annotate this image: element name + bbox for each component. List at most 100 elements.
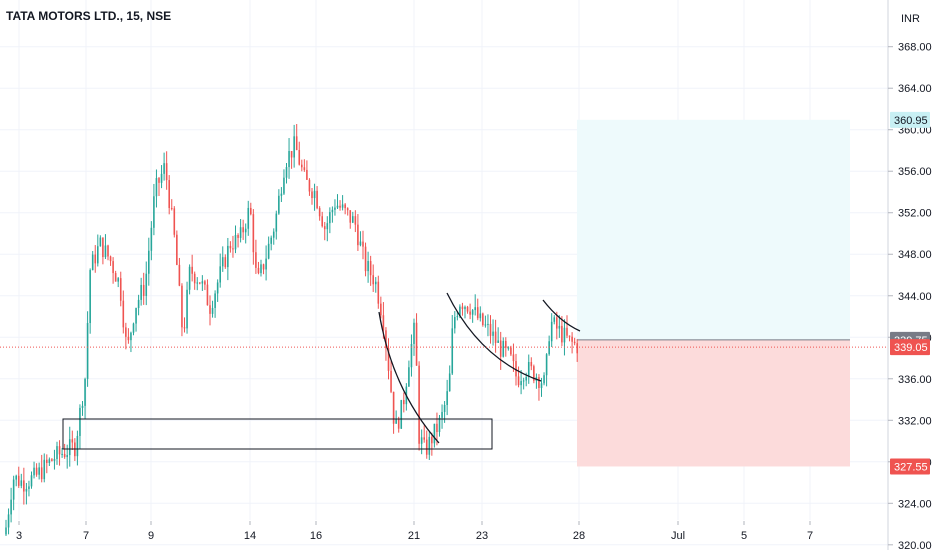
candle-body [527,362,530,377]
candle-body [502,340,505,357]
candle-body [224,257,227,268]
candle-body [102,237,104,258]
candle-body [7,514,10,528]
candle-body [443,404,446,412]
candle-body [385,330,387,348]
loss-zone[interactable] [577,339,850,467]
candle-body [441,411,443,418]
candle-body [497,340,499,343]
candle-body [311,191,313,199]
candle-body [153,196,155,228]
candle-body [17,475,20,486]
chart-drawings[interactable] [0,292,888,450]
candle-body [423,437,425,440]
candle-body [20,480,23,486]
candle-body [520,381,522,386]
candle-body [76,435,79,457]
chart-title: TATA MOTORS LTD., 15, NSE [6,9,171,23]
candle-body [474,307,476,311]
candle-body [122,300,125,328]
candle-body [163,163,165,174]
candle-body [517,376,520,386]
candle-body [313,190,316,199]
candle-body [247,207,250,229]
candle-body [369,261,372,276]
candle-body [275,213,278,232]
candle-body [242,227,244,233]
candle-body [43,459,46,480]
candle-body [119,278,122,301]
candle-body [99,237,102,247]
candle-body [270,237,272,244]
candle-body [107,245,109,257]
candle-body [425,439,428,455]
candle-body [464,306,466,310]
target-price-tag-label: 360.95 [894,115,928,127]
candle-body [321,216,323,227]
candle-body [308,179,311,192]
candle-body [278,195,280,214]
curve-drawing-3[interactable] [542,299,581,332]
candle-body [484,324,487,326]
candle-body [410,343,413,368]
y-tick-label: 364.00 [898,83,932,95]
candle-body [61,453,63,455]
candle-body [550,321,553,342]
position-zones[interactable] [577,119,850,467]
candle-body [158,178,160,183]
candle-body [466,306,469,312]
candle-body [51,459,53,461]
candle-body [267,243,270,259]
candle-body [188,266,191,290]
candle-body [364,246,367,272]
curve-drawing-1[interactable] [378,311,440,444]
candle-body [334,207,336,210]
candle-body [420,437,423,444]
candle-body [117,278,119,282]
time-axis[interactable]: 3 7 9 14 16 21 23 28 Jul 5 7 [16,521,813,542]
support-rectangle[interactable] [62,418,493,450]
candle-body [140,284,142,300]
candle-body [489,323,492,336]
candle-body [576,343,578,354]
candle-body [56,446,58,459]
candle-body [476,307,479,319]
candle-body [280,193,283,196]
candle-body [329,212,331,224]
x-tick-label: 21 [408,530,420,542]
last-price-tag-label: 339.05 [894,342,928,354]
candle-body [494,331,497,343]
candle-body [408,367,410,387]
candle-body [150,227,153,251]
candle-body [367,261,369,272]
candle-body [510,347,512,355]
candle-body [181,285,183,328]
x-tick-label: 5 [741,530,747,542]
x-tick-label: 7 [807,530,813,542]
candle-body [104,245,107,258]
profit-zone[interactable] [577,119,850,340]
candle-body [306,169,308,180]
candle-body [499,340,502,357]
candle-body [97,246,99,264]
candle-body [262,264,265,270]
candle-body [288,151,290,168]
candle-body [125,327,127,337]
candle-body [451,328,454,374]
candle-body [66,455,68,458]
candle-body [436,423,438,433]
candle-body [400,400,403,429]
candle-body [165,163,168,181]
candle-body [540,383,543,388]
candle-body [538,377,540,388]
curve-drawing-2[interactable] [446,292,542,382]
candle-body [114,273,117,282]
candle-body [507,347,510,349]
candle-body [206,284,209,306]
candle-body [232,248,234,250]
x-tick-label: 23 [476,530,488,542]
candle-body [339,205,341,208]
candle-body [137,299,140,309]
y-tick-label: 320.00 [898,540,932,550]
